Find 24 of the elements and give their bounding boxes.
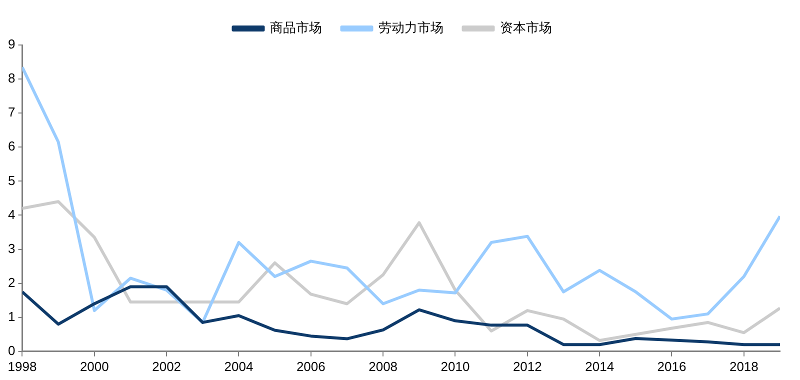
x-tick-label: 2012: [512, 358, 542, 374]
legend-label: 资本市场: [500, 20, 552, 36]
x-tick-label: 2004: [224, 358, 254, 374]
x-tick-label: 2008: [368, 358, 398, 374]
x-tick-label: 2002: [152, 358, 182, 374]
y-tick-label: 0: [8, 342, 16, 358]
y-tick-label: 5: [8, 172, 16, 188]
y-tick-label: 4: [8, 206, 16, 222]
x-tick-label: 2010: [440, 358, 470, 374]
y-tick-label: 2: [8, 274, 16, 290]
y-tick-label: 8: [8, 70, 16, 86]
y-tick-label: 6: [8, 138, 16, 154]
legend-label: 劳动力市场: [378, 20, 444, 36]
x-tick-label: 2000: [80, 358, 109, 374]
x-tick-label: 2018: [729, 358, 758, 374]
y-tick-label: 1: [8, 308, 16, 324]
x-tick-label: 2006: [296, 358, 326, 374]
y-tick-label: 9: [8, 36, 16, 52]
x-tick-label: 2014: [585, 358, 614, 374]
x-tick-label: 2016: [657, 358, 686, 374]
x-tick-label: 1998: [8, 358, 37, 374]
legend-label: 商品市场: [270, 20, 322, 36]
y-tick-label: 3: [8, 240, 16, 256]
y-tick-label: 7: [8, 104, 16, 120]
